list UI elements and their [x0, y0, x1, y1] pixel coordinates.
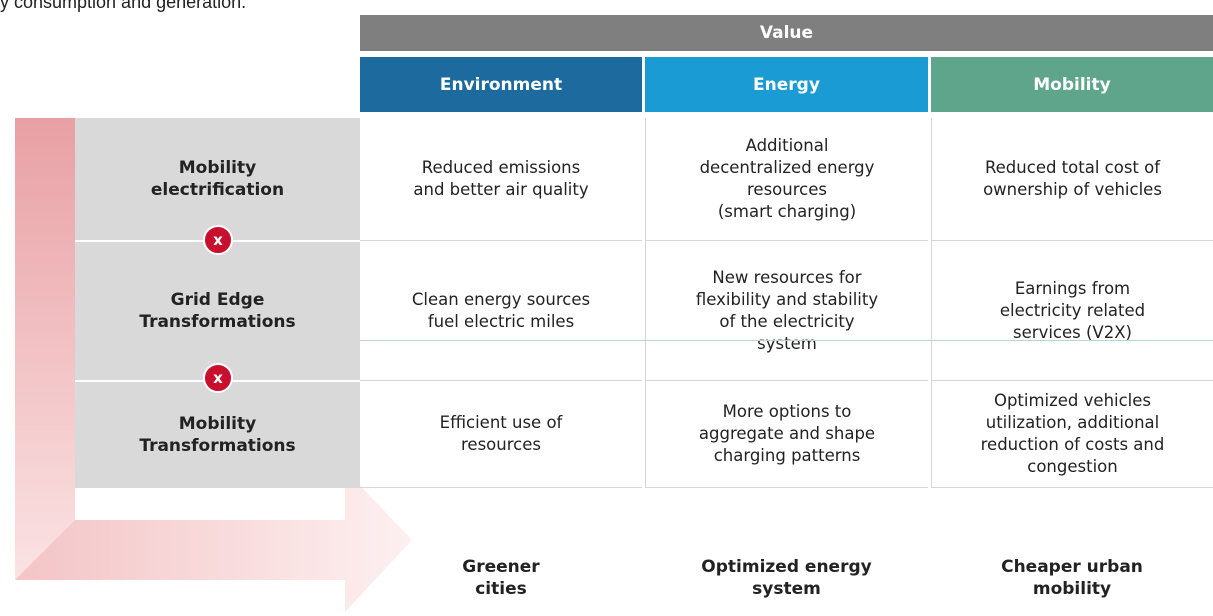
- text-line: system: [757, 333, 817, 353]
- text-line: Reduced total cost of: [984, 158, 1161, 177]
- text-line: system: [752, 579, 821, 599]
- text-line: Transformations: [139, 436, 296, 456]
- value-header: Value: [360, 15, 1213, 51]
- text-line: aggregate and shape: [698, 424, 876, 443]
- row-label: Mobility Transformations: [75, 380, 360, 488]
- column-header: Energy: [645, 57, 928, 112]
- arrow-vertical: [15, 118, 75, 580]
- cell: Earnings from electricity related services…: [931, 240, 1213, 380]
- outcome: Optimized energy system: [645, 548, 928, 608]
- cell: Optimized vehicles utilization, additiona…: [931, 380, 1213, 488]
- cell: Additional decentralized energy resources (…: [645, 118, 928, 240]
- cell: New resources for flexibility and stabili…: [645, 240, 928, 380]
- text-line: services (V2X): [1013, 322, 1132, 342]
- text-line: Efficient use of: [439, 413, 563, 432]
- text-line: Mobility: [178, 414, 257, 434]
- text-line: reduction of costs and: [980, 435, 1165, 454]
- text-line: Greener: [462, 557, 540, 577]
- text-line: ownership of vehicles: [983, 180, 1162, 199]
- text-line: Grid Edge: [170, 290, 265, 310]
- text-line: (smart charging): [717, 202, 857, 221]
- text-line: of the electricity: [719, 311, 855, 331]
- text-line: charging patterns: [713, 446, 861, 465]
- cell: Efficient use of resources: [360, 380, 642, 488]
- cell: More options to aggregate and shape chargi…: [645, 380, 928, 488]
- text-line: resources: [461, 435, 541, 454]
- text-line: flexibility and stability: [695, 289, 879, 309]
- text-line: cities: [475, 579, 527, 599]
- text-line: Transformations: [139, 312, 296, 332]
- column-header: Mobility: [931, 57, 1213, 112]
- text-line: Additional: [745, 136, 829, 155]
- text-line: electricity related: [999, 300, 1146, 320]
- text-line: electrification: [150, 180, 285, 200]
- connector: x: [203, 363, 233, 393]
- text-line: and better air quality: [413, 180, 589, 199]
- text-line: Earnings from: [1014, 278, 1131, 298]
- row-label: Grid Edge Transformations: [75, 240, 360, 380]
- text-line: Clean energy sources: [411, 289, 591, 309]
- text-line: utilization, additional: [985, 413, 1160, 432]
- divider: [360, 340, 1213, 341]
- text-line: Cheaper urban: [1001, 557, 1143, 577]
- cell: Reduced total cost of ownership of vehicl…: [931, 118, 1213, 240]
- top-text: y consumption and generation.: [0, 0, 247, 12]
- outcome: Greener cities: [360, 548, 642, 608]
- text-line: Reduced emissions: [421, 158, 581, 177]
- text-line: congestion: [1027, 457, 1118, 476]
- row-label: Mobility electrification: [75, 118, 360, 240]
- text-line: More options to: [722, 402, 852, 421]
- cell: Reduced emissions and better air quality: [360, 118, 642, 240]
- text-line: mobility: [1032, 579, 1112, 599]
- cell: Clean energy sources fuel electric miles: [360, 240, 642, 380]
- connector: x: [203, 225, 233, 255]
- text-line: Mobility: [178, 158, 257, 178]
- text-line: resources: [747, 180, 827, 199]
- column-header: Environment: [360, 57, 642, 112]
- text-line: decentralized energy: [699, 158, 875, 177]
- text-line: New resources for: [712, 267, 862, 287]
- text-line: Optimized energy: [701, 557, 872, 577]
- text-line: fuel electric miles: [427, 311, 575, 331]
- text-line: Optimized vehicles: [993, 391, 1152, 410]
- outcome: Cheaper urban mobility: [931, 548, 1213, 608]
